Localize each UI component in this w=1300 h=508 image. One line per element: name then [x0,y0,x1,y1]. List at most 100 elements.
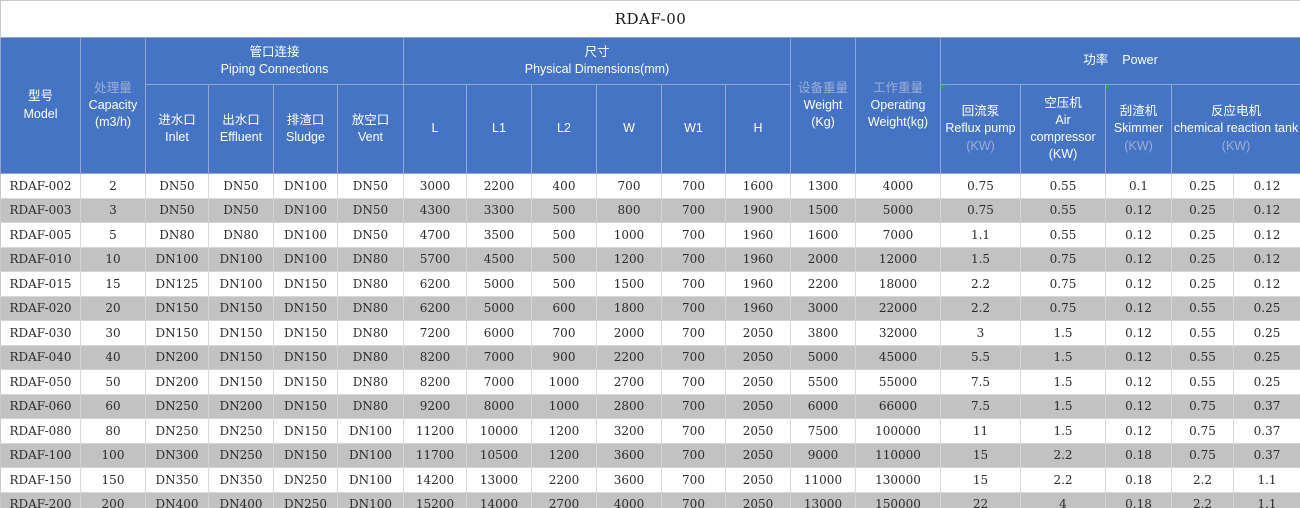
vent-label-zh: 放空口 [351,112,390,127]
power-label-en: Power [1122,53,1158,68]
value-cell: 1.5 [1020,320,1106,346]
air-label-zh: 空压机 [1044,95,1082,110]
value-cell: DN50 [208,197,274,223]
value-cell: 500 [531,222,597,248]
value-cell: 5.5 [940,344,1021,370]
value-cell: 2700 [531,491,597,508]
value-cell: 66000 [855,393,941,419]
value-cell: 700 [661,442,726,468]
value-cell: DN250 [273,467,338,493]
value-cell: DN250 [145,393,209,419]
value-cell: 5500 [790,369,856,395]
value-cell: DN80 [208,222,274,248]
model-cell: RDAF-050 [0,369,81,395]
skimmer-unit: (KW) [1124,138,1153,153]
value-cell: 5700 [403,246,467,272]
value-cell: 10 [80,246,146,272]
col-header-W: W [596,84,662,174]
col-header-skimmer: 刮渣机 Skimmer (KW) [1105,84,1172,174]
value-cell: 700 [661,344,726,370]
value-cell: DN50 [337,222,404,248]
value-cell: 0.55 [1171,295,1234,321]
value-cell: 2000 [596,320,662,346]
value-cell: 500 [531,246,597,272]
col-header-inlet: 进水口 Inlet [145,84,209,174]
value-cell: DN300 [145,442,209,468]
value-cell: 0.25 [1171,197,1234,223]
value-cell: 3000 [790,295,856,321]
effluent-label-en: Effluent [219,130,263,144]
value-cell: 500 [531,197,597,223]
value-cell: 8200 [403,344,467,370]
value-cell: 9000 [790,442,856,468]
model-cell: RDAF-060 [0,393,81,419]
value-cell: 0.12 [1105,197,1172,223]
value-cell: DN50 [337,173,404,199]
model-cell: RDAF-200 [0,491,81,508]
value-cell: DN150 [145,320,209,346]
power-label-zh: 功率 [1083,53,1109,68]
value-cell: 4700 [403,222,467,248]
value-cell: 0.55 [1171,320,1234,346]
value-cell: 0.75 [1020,246,1106,272]
col-header-reaction-tank: 反应电机 chemical reaction tank (KW) [1170,84,1300,174]
value-cell: 0.18 [1105,491,1172,508]
value-cell: 1.1 [1232,491,1300,508]
value-cell: DN80 [337,393,404,419]
group-header-power: 功率 Power [939,37,1300,85]
value-cell: 0.18 [1105,442,1172,468]
value-cell: 700 [661,271,726,297]
model-cell: RDAF-020 [0,295,81,321]
table-row: RDAF-002 2 DN50 DN50 DN100 DN50 3000 2200 400 700… [0,173,1300,199]
col-header-model: 型号 Model [0,37,81,174]
value-cell: 3800 [790,320,856,346]
value-cell: 3000 [403,173,467,199]
value-cell: DN80 [337,271,404,297]
value-cell: DN150 [273,393,338,419]
value-cell: 150000 [855,491,941,508]
value-cell: 0.25 [1171,173,1234,199]
value-cell: 700 [661,246,726,272]
value-cell: 1960 [725,295,791,321]
value-cell: 700 [661,369,726,395]
value-cell: 700 [661,222,726,248]
reflux-label-en: Reflux pump [945,121,1016,136]
value-cell: 2.2 [1171,467,1234,493]
value-cell: 2050 [725,467,791,493]
reflux-unit: (KW) [966,138,995,153]
model-cell: RDAF-100 [0,442,81,468]
value-cell: 4000 [596,491,662,508]
value-cell: 6200 [403,271,467,297]
value-cell: 0.25 [1232,369,1300,395]
value-cell: DN400 [208,491,274,508]
dims-label-en: Physical Dimensions(mm) [524,62,670,76]
title-row: RDAF-00 [0,0,1300,38]
value-cell: 0.25 [1171,246,1234,272]
value-cell: DN80 [337,295,404,321]
value-cell: 0.12 [1232,271,1300,297]
sludge-label-en: Sludge [286,130,325,144]
col-header-L1: L1 [466,84,532,174]
value-cell: DN100 [273,246,338,272]
header-group-row: 型号 Model 处理量 Capacity (m3/h) 管口连接 Piping… [0,37,1300,174]
table-row: RDAF-150 150 DN350 DN350 DN250 DN100 14200 1300… [0,467,1300,493]
value-cell: 110000 [855,442,941,468]
value-cell: 700 [661,197,726,223]
value-cell: 0.75 [1171,442,1234,468]
value-cell: DN100 [273,222,338,248]
reaction-label-zh: 反应电机 [1211,104,1262,119]
model-cell: RDAF-080 [0,418,81,444]
col-header-air-compressor: 空压机 Air compressor (KW) [1020,84,1106,174]
value-cell: 0.55 [1020,173,1106,199]
value-cell: 5 [80,222,146,248]
value-cell: 100000 [855,418,941,444]
weight-label-en: Weight [803,97,843,112]
value-cell: DN150 [273,369,338,395]
value-cell: 3 [940,320,1021,346]
value-cell: 2000 [790,246,856,272]
value-cell: 7.5 [940,369,1021,395]
value-cell: DN200 [145,344,209,370]
value-cell: DN200 [145,369,209,395]
value-cell: 0.25 [1232,320,1300,346]
value-cell: DN100 [337,442,404,468]
